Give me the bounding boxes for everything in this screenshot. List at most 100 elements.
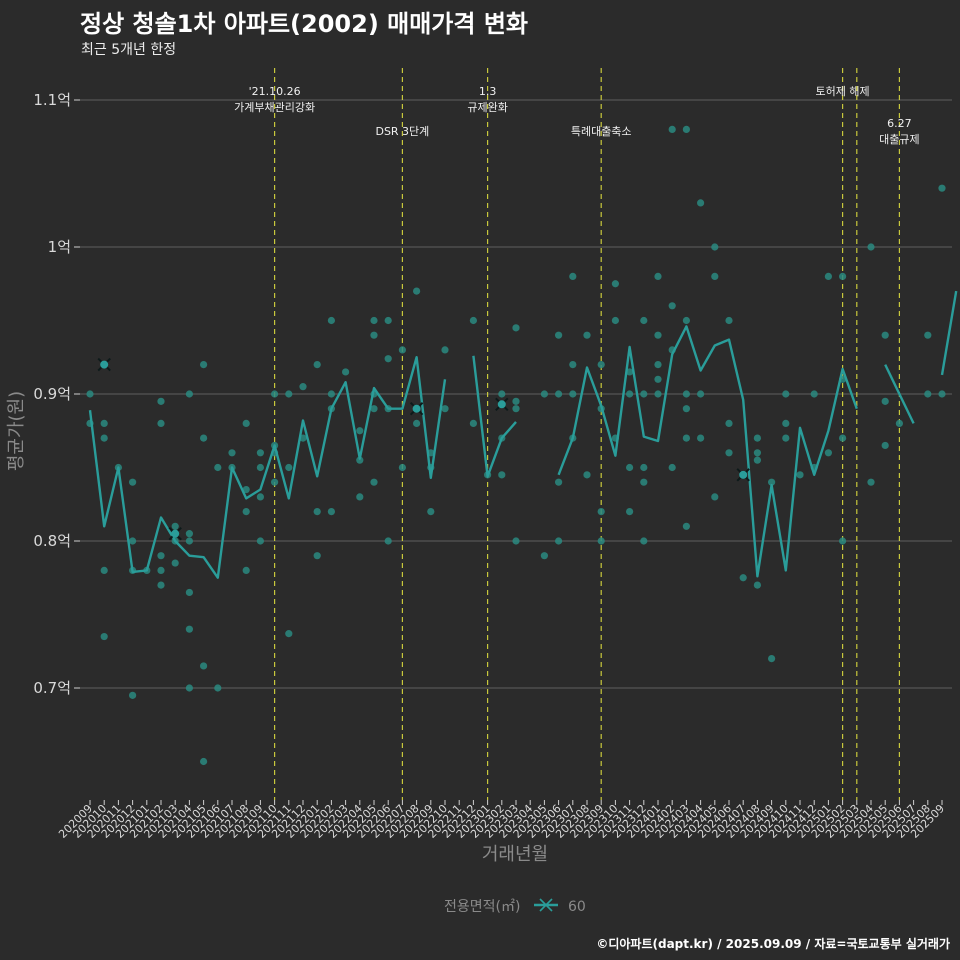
transaction-point bbox=[185, 537, 193, 545]
transaction-point bbox=[555, 390, 563, 398]
transaction-point bbox=[271, 478, 279, 486]
transaction-point bbox=[242, 485, 250, 494]
transaction-point bbox=[441, 405, 449, 413]
transaction-point bbox=[185, 390, 193, 398]
transaction-point bbox=[100, 566, 108, 575]
transaction-point bbox=[938, 184, 946, 192]
transaction-point bbox=[398, 463, 406, 472]
transaction-point bbox=[668, 463, 676, 472]
event-label: 6.27 bbox=[887, 117, 912, 130]
transaction-point bbox=[214, 684, 222, 692]
transaction-point bbox=[654, 331, 662, 339]
transaction-point bbox=[839, 434, 847, 442]
y-tick-label: 1.1억 bbox=[33, 91, 71, 109]
transaction-point bbox=[498, 471, 506, 479]
transaction-point bbox=[697, 199, 705, 207]
transaction-point bbox=[824, 272, 833, 280]
transaction-point bbox=[682, 522, 691, 530]
transaction-point bbox=[512, 405, 520, 413]
transaction-point bbox=[129, 478, 137, 486]
transaction-point bbox=[881, 397, 889, 405]
transaction-point bbox=[739, 574, 747, 582]
transaction-point bbox=[129, 691, 137, 699]
transaction-point bbox=[512, 324, 520, 332]
transaction-point bbox=[924, 390, 932, 398]
legend-label: 60 bbox=[568, 899, 586, 915]
transaction-point bbox=[370, 405, 378, 413]
axis-layer: 0.7억0.8억0.9억1억1.1억2020092020102020112020… bbox=[6, 91, 947, 865]
transaction-points bbox=[86, 125, 946, 766]
transaction-point bbox=[100, 632, 108, 641]
transaction-point bbox=[171, 559, 179, 567]
page-subtitle: 최근 5개년 한정 bbox=[81, 42, 177, 58]
max-min-markers bbox=[97, 357, 750, 541]
transaction-point bbox=[228, 449, 236, 457]
event-label: 규제완화 bbox=[467, 101, 507, 114]
grid-layer bbox=[80, 99, 952, 689]
transaction-point bbox=[200, 434, 208, 442]
max-min-marker-dot bbox=[171, 529, 180, 538]
transaction-point bbox=[327, 316, 335, 325]
transaction-point bbox=[214, 463, 222, 472]
transaction-point bbox=[725, 449, 733, 457]
transaction-point bbox=[200, 662, 208, 670]
transaction-point bbox=[157, 552, 165, 560]
transaction-point bbox=[682, 405, 691, 413]
event-label: 가계부채관리강화 bbox=[234, 101, 315, 114]
transaction-point bbox=[299, 383, 307, 391]
transaction-point bbox=[327, 508, 335, 516]
transaction-point bbox=[540, 552, 549, 560]
transaction-point bbox=[370, 331, 378, 339]
transaction-point bbox=[313, 361, 321, 369]
transaction-point bbox=[384, 316, 392, 325]
transaction-point bbox=[242, 566, 250, 575]
transaction-point bbox=[711, 272, 719, 280]
transaction-point bbox=[313, 552, 321, 560]
transaction-point bbox=[512, 397, 520, 405]
transaction-point bbox=[171, 522, 179, 530]
transaction-point bbox=[640, 478, 648, 486]
transaction-point bbox=[384, 355, 392, 363]
transaction-point bbox=[768, 655, 776, 663]
transaction-point bbox=[640, 390, 648, 398]
transaction-point bbox=[668, 302, 676, 310]
y-tick-label: 0.8억 bbox=[33, 532, 71, 550]
transaction-point bbox=[682, 316, 691, 325]
transaction-point bbox=[157, 397, 165, 405]
transaction-point bbox=[256, 463, 264, 472]
transaction-point bbox=[654, 361, 662, 369]
event-label: 토허제 해제 bbox=[816, 84, 870, 98]
transaction-point bbox=[782, 419, 790, 427]
legend-layer: 전용면적(㎡) 60 bbox=[444, 898, 586, 915]
transaction-point bbox=[285, 630, 293, 638]
transaction-point bbox=[611, 316, 620, 325]
transaction-point bbox=[583, 331, 591, 339]
source-caption: ©디아파트(dapt.kr) / 2025.09.09 / 자료=국토교통부 실… bbox=[596, 937, 950, 951]
event-label: '21.10.26 bbox=[249, 85, 301, 98]
transaction-point bbox=[569, 272, 577, 280]
max-min-marker-dot bbox=[739, 470, 748, 479]
transaction-point bbox=[498, 390, 506, 398]
transaction-point bbox=[555, 537, 563, 545]
transaction-point bbox=[100, 434, 108, 442]
event-label: DSR 3단계 bbox=[375, 125, 429, 138]
max-min-marker-dot bbox=[412, 404, 421, 413]
transaction-point bbox=[285, 390, 293, 398]
transaction-point bbox=[597, 537, 605, 545]
transaction-point bbox=[753, 581, 762, 589]
transaction-point bbox=[654, 375, 662, 383]
transaction-point bbox=[796, 471, 804, 479]
transaction-point bbox=[256, 493, 264, 501]
transaction-point bbox=[697, 434, 705, 442]
transaction-point bbox=[200, 757, 208, 766]
transaction-point bbox=[682, 434, 691, 442]
legend-title: 전용면적(㎡) bbox=[444, 899, 520, 915]
series-line-60 bbox=[557, 325, 858, 578]
transaction-point bbox=[285, 463, 293, 472]
transaction-point bbox=[725, 419, 733, 427]
transaction-point bbox=[626, 390, 634, 398]
transaction-point bbox=[626, 508, 634, 516]
transaction-point bbox=[881, 441, 889, 450]
